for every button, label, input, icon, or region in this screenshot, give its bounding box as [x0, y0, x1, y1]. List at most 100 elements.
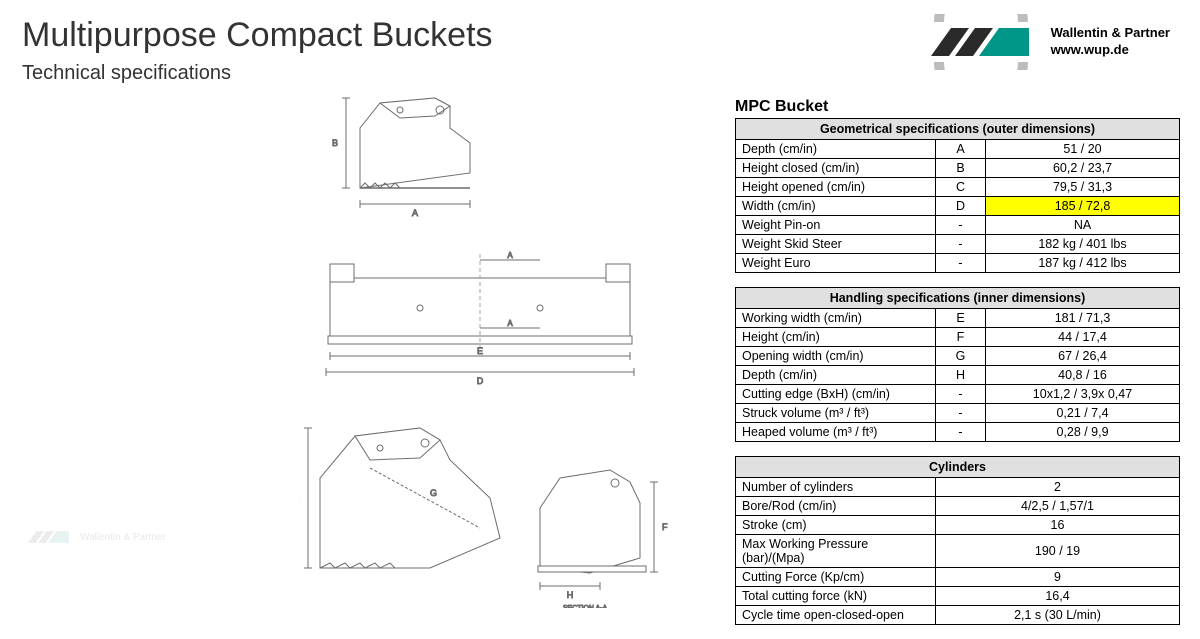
spec-value: 51 / 20: [986, 140, 1180, 159]
table-row: Weight Skid Steer-182 kg / 401 lbs: [736, 235, 1180, 254]
spec-label: Number of cylinders: [736, 478, 936, 497]
table-row: Struck volume (m³ / ft³)-0,21 / 7,4: [736, 404, 1180, 423]
cylinders-header: Cylinders: [736, 457, 1180, 478]
dim-label-G: G: [430, 488, 437, 498]
table-row: Width (cm/in)D185 / 72,8: [736, 197, 1180, 216]
table-row: Cycle time open-closed-open2,1 s (30 L/m…: [736, 606, 1180, 625]
spec-value: 9: [936, 568, 1180, 587]
spec-label: Struck volume (m³ / ft³): [736, 404, 936, 423]
spec-value: 181 / 71,3: [986, 309, 1180, 328]
spec-value: 182 kg / 401 lbs: [986, 235, 1180, 254]
spec-label: Opening width (cm/in): [736, 347, 936, 366]
table-row: Number of cylinders2: [736, 478, 1180, 497]
table-row: Opening width (cm/in)G67 / 26,4: [736, 347, 1180, 366]
company-url: www.wup.de: [1051, 42, 1170, 59]
spec-code: -: [936, 235, 986, 254]
handling-spec-table: Handling specifications (inner dimension…: [735, 287, 1180, 442]
spec-value: 185 / 72,8: [986, 197, 1180, 216]
dim-label-E: E: [477, 346, 483, 356]
spec-label: Max Working Pressure (bar)/(Mpa): [736, 535, 936, 568]
page-title: Multipurpose Compact Buckets: [22, 16, 493, 55]
table-row: Max Working Pressure (bar)/(Mpa)190 / 19: [736, 535, 1180, 568]
spec-label: Working width (cm/in): [736, 309, 936, 328]
dim-label-B: B: [332, 138, 338, 148]
tables-main-title: MPC Bucket: [735, 98, 1180, 116]
spec-code: -: [936, 404, 986, 423]
table-row: Stroke (cm)16: [736, 516, 1180, 535]
table-row: Depth (cm/in)H40,8 / 16: [736, 366, 1180, 385]
dim-label-D: D: [477, 376, 484, 386]
table-row: Heaped volume (m³ / ft³)-0,28 / 9,9: [736, 423, 1180, 442]
dim-label-H: H: [567, 590, 574, 600]
section-label: SECTION A-A: [563, 605, 608, 608]
spec-label: Height (cm/in): [736, 328, 936, 347]
spec-label: Stroke (cm): [736, 516, 936, 535]
watermark-text: Wallentin & Partner: [80, 532, 166, 543]
spec-label: Bore/Rod (cm/in): [736, 497, 936, 516]
spec-code: F: [936, 328, 986, 347]
company-logo-block: Wallentin & Partner www.wup.de: [921, 14, 1170, 70]
watermark-logo-icon: [24, 525, 74, 549]
spec-code: G: [936, 347, 986, 366]
table-row: Bore/Rod (cm/in)4/2,5 / 1,57/1: [736, 497, 1180, 516]
dim-label-C: C: [300, 494, 301, 504]
spec-value: 79,5 / 31,3: [986, 178, 1180, 197]
table-row: Weight Euro-187 kg / 412 lbs: [736, 254, 1180, 273]
spec-code: -: [936, 216, 986, 235]
table-row: Height opened (cm/in)C79,5 / 31,3: [736, 178, 1180, 197]
spec-code: -: [936, 423, 986, 442]
spec-value: 10x1,2 / 3,9x 0,47: [986, 385, 1180, 404]
table-row: Cutting Force (Kp/cm)9: [736, 568, 1180, 587]
spec-value: 40,8 / 16: [986, 366, 1180, 385]
table-row: Depth (cm/in)A51 / 20: [736, 140, 1180, 159]
spec-value: 2,1 s (30 L/min): [936, 606, 1180, 625]
spec-code: E: [936, 309, 986, 328]
dim-label-A-top: A: [412, 208, 418, 218]
spec-label: Cutting edge (BxH) (cm/in): [736, 385, 936, 404]
spec-code: -: [936, 254, 986, 273]
spec-value: 190 / 19: [936, 535, 1180, 568]
table-row: Height (cm/in)F44 / 17,4: [736, 328, 1180, 347]
spec-label: Height opened (cm/in): [736, 178, 936, 197]
spec-value: 0,21 / 7,4: [986, 404, 1180, 423]
dim-label-F: F: [662, 522, 668, 532]
spec-label: Heaped volume (m³ / ft³): [736, 423, 936, 442]
cylinders-spec-table: Cylinders Number of cylinders2Bore/Rod (…: [735, 456, 1180, 625]
spec-value: 67 / 26,4: [986, 347, 1180, 366]
geometrical-spec-table: Geometrical specifications (outer dimens…: [735, 118, 1180, 273]
spec-code: C: [936, 178, 986, 197]
spec-code: D: [936, 197, 986, 216]
diagrams-svg: B A A A E: [300, 88, 690, 608]
spec-value: 60,2 / 23,7: [986, 159, 1180, 178]
spec-value: NA: [986, 216, 1180, 235]
spec-code: A: [936, 140, 986, 159]
spec-label: Weight Pin-on: [736, 216, 936, 235]
table-row: Working width (cm/in)E181 / 71,3: [736, 309, 1180, 328]
spec-label: Depth (cm/in): [736, 140, 936, 159]
page-subtitle: Technical specifications: [22, 62, 231, 85]
geo-header: Geometrical specifications (outer dimens…: [736, 119, 1180, 140]
spec-value: 16,4: [936, 587, 1180, 606]
spec-label: Total cutting force (kN): [736, 587, 936, 606]
spec-label: Weight Euro: [736, 254, 936, 273]
spec-value: 4/2,5 / 1,57/1: [936, 497, 1180, 516]
spec-value: 187 kg / 412 lbs: [986, 254, 1180, 273]
spec-label: Depth (cm/in): [736, 366, 936, 385]
spec-value: 2: [936, 478, 1180, 497]
svg-text:A: A: [507, 251, 513, 260]
spec-code: B: [936, 159, 986, 178]
spec-tables-column: MPC Bucket Geometrical specifications (o…: [735, 98, 1180, 639]
svg-text:A: A: [507, 319, 513, 328]
technical-diagrams: B A A A E: [300, 88, 690, 608]
company-logo-icon: [921, 14, 1041, 70]
table-row: Cutting edge (BxH) (cm/in)-10x1,2 / 3,9x…: [736, 385, 1180, 404]
table-row: Height closed (cm/in)B60,2 / 23,7: [736, 159, 1180, 178]
table-row: Total cutting force (kN)16,4: [736, 587, 1180, 606]
watermark: Wallentin & Partner: [24, 525, 166, 549]
handling-header: Handling specifications (inner dimension…: [736, 288, 1180, 309]
company-name: Wallentin & Partner: [1051, 25, 1170, 42]
spec-label: Cycle time open-closed-open: [736, 606, 936, 625]
spec-value: 16: [936, 516, 1180, 535]
spec-label: Weight Skid Steer: [736, 235, 936, 254]
spec-code: H: [936, 366, 986, 385]
